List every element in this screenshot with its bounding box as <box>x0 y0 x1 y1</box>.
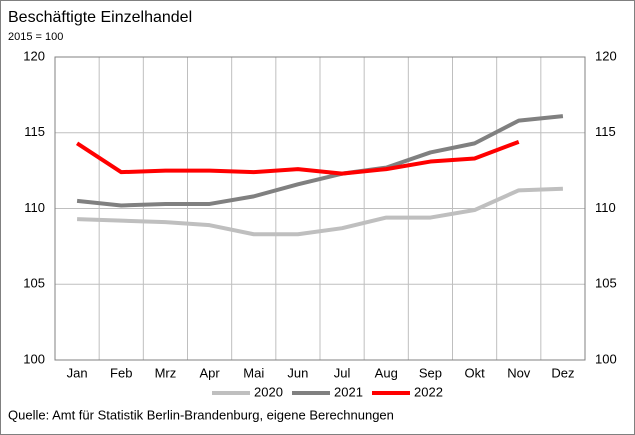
y2-tick-label: 110 <box>595 200 616 215</box>
legend-label: 2020 <box>254 384 283 399</box>
series-line <box>76 114 564 208</box>
x-tick-label: Sep <box>419 365 442 380</box>
y2-tick-label: 105 <box>595 276 617 291</box>
x-tick-label: Apr <box>199 365 220 380</box>
series-line <box>75 139 520 176</box>
x-tick-label: Feb <box>110 365 132 380</box>
legend-label: 2022 <box>414 384 443 399</box>
y2-tick-label: 115 <box>595 124 616 139</box>
x-tick-label: Jun <box>287 365 308 380</box>
y-tick-label: 100 <box>23 351 45 366</box>
y-tick-label: 105 <box>23 276 45 291</box>
plot-border <box>54 56 586 361</box>
source-note: Quelle: Amt für Statistik Berlin-Branden… <box>8 407 394 422</box>
series-line <box>77 186 563 237</box>
y-tick-label: 110 <box>24 200 45 215</box>
x-tick-label: Dez <box>551 365 574 380</box>
x-tick-label: Mai <box>243 365 264 380</box>
x-tick-label: Nov <box>507 365 531 380</box>
x-tick-label: Mrz <box>155 365 177 380</box>
legend-label: 2021 <box>334 384 363 399</box>
x-tick-label: Okt <box>464 365 485 380</box>
x-tick-label: Jul <box>334 365 351 380</box>
y2-tick-label: 100 <box>595 351 617 366</box>
x-tick-label: Aug <box>375 365 398 380</box>
y2-tick-label: 120 <box>595 48 617 63</box>
y-tick-label: 115 <box>24 124 45 139</box>
y-tick-label: 120 <box>23 48 45 63</box>
chart-subtitle: 2015 = 100 <box>8 31 63 43</box>
chart-title: Beschäftigte Einzelhandel <box>8 9 192 26</box>
x-tick-label: Jan <box>67 365 88 380</box>
